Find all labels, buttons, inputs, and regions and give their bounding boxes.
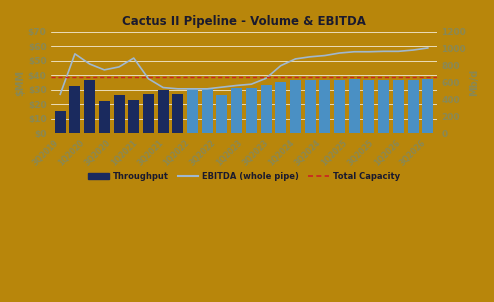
Bar xyxy=(128,100,139,133)
Bar xyxy=(349,79,360,133)
Bar xyxy=(260,85,272,133)
Bar xyxy=(408,80,418,133)
Bar xyxy=(158,91,168,133)
Bar xyxy=(290,80,301,133)
Y-axis label: Mb/d: Mb/d xyxy=(469,69,479,96)
Bar xyxy=(202,88,213,133)
Bar xyxy=(69,86,81,133)
Bar xyxy=(275,82,286,133)
Bar xyxy=(99,101,110,133)
Bar xyxy=(55,111,66,133)
Bar xyxy=(364,80,374,133)
Bar xyxy=(84,80,95,133)
Bar xyxy=(143,94,154,133)
Bar xyxy=(246,88,257,133)
Bar xyxy=(334,80,345,133)
Bar xyxy=(393,80,404,133)
Bar xyxy=(422,79,433,133)
Bar xyxy=(114,95,124,133)
Bar xyxy=(216,95,227,133)
Bar xyxy=(187,89,198,133)
Bar xyxy=(231,88,242,133)
Bar xyxy=(319,80,330,133)
Legend: Throughput, EBITDA (whole pipe), Total Capacity: Throughput, EBITDA (whole pipe), Total C… xyxy=(85,169,403,185)
Bar xyxy=(172,94,183,133)
Title: Cactus II Pipeline - Volume & EBITDA: Cactus II Pipeline - Volume & EBITDA xyxy=(122,15,366,28)
Bar xyxy=(378,80,389,133)
Y-axis label: $MM: $MM xyxy=(15,69,25,95)
Bar xyxy=(305,80,316,133)
